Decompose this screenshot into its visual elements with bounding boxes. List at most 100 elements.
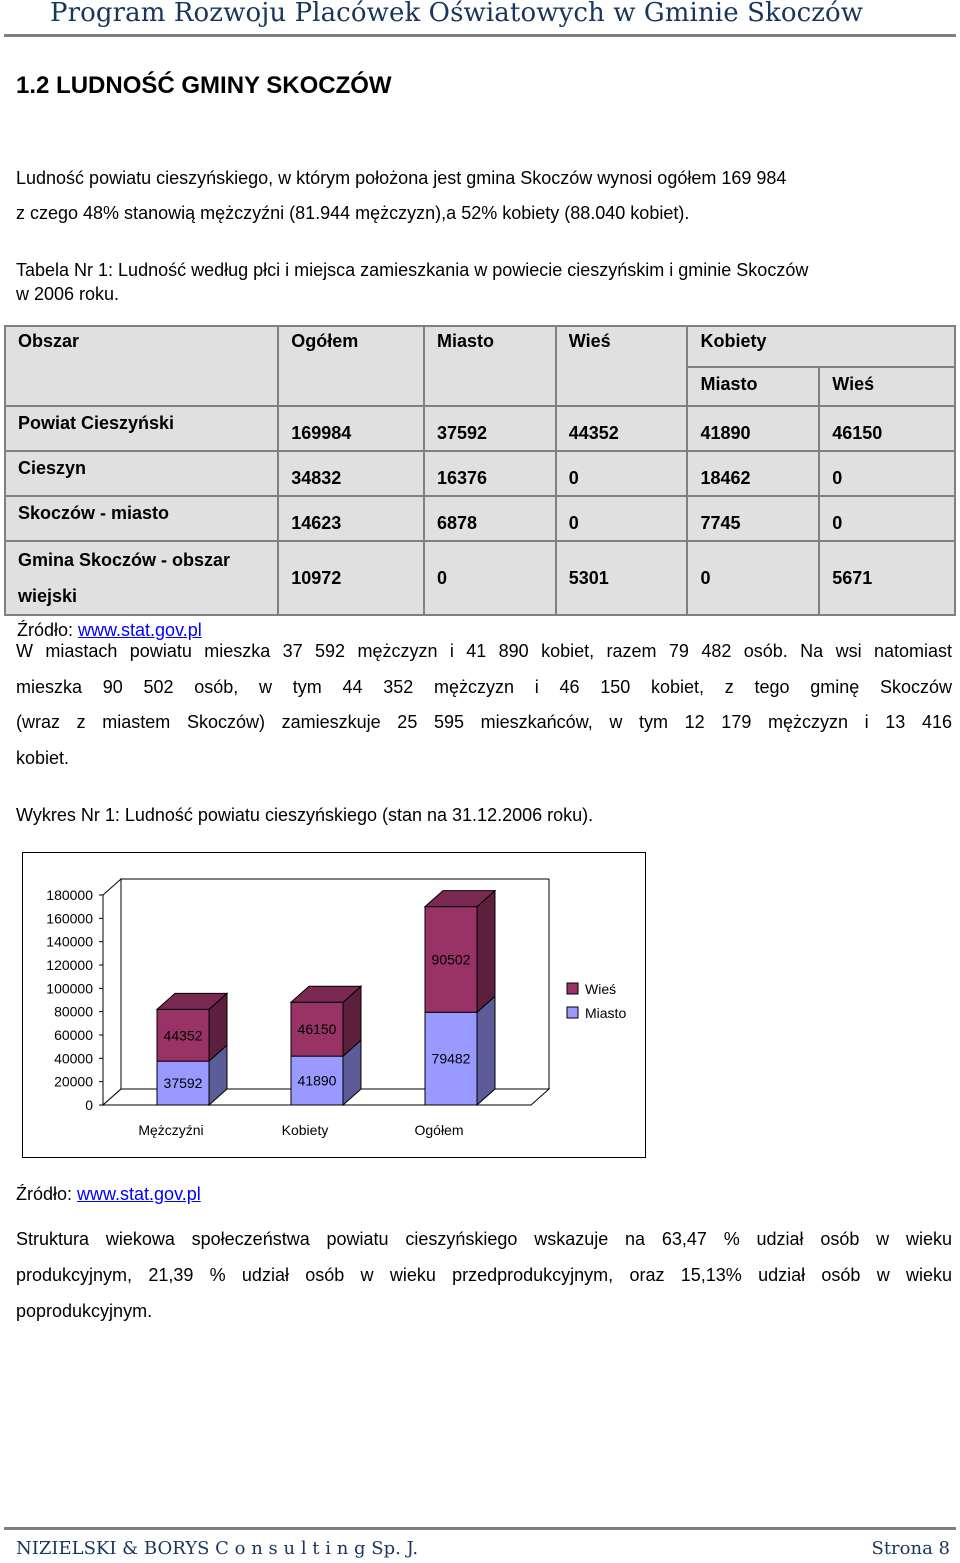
bar-front-miasto (290, 1055, 344, 1106)
para2-line-3: (wraz z miastem Skoczów) zamieszkuje 25 … (16, 712, 952, 732)
y-tick-label: 120000 (46, 957, 93, 973)
th-women-village: Wieś (818, 366, 956, 407)
population-chart: 0 20000 40000 60000 80000 100000 120000 140000 1… (46, 877, 626, 1138)
y-tick-label: 140000 (46, 934, 93, 950)
bar-data-label: 90502 (432, 951, 471, 967)
cell-women-village: 0 (818, 450, 956, 497)
bar-front-wieś (290, 1001, 344, 1057)
table-caption-line-2: w 2006 roku. (16, 284, 120, 304)
legend-swatch-wieś (566, 982, 579, 995)
chart-caption: Wykres Nr 1: Ludność powiatu cieszyńskie… (16, 805, 594, 825)
cell-women-city: 0 (686, 540, 821, 616)
bar-data-label: 46150 (298, 1021, 337, 1037)
header-rule (4, 34, 956, 37)
cell-village: 0 (554, 495, 689, 542)
population-table: Obszar Ogółem Miasto Wieś Kobiety Miasto… (3, 325, 956, 646)
x-category-label: Kobiety (282, 1122, 329, 1138)
y-tick-label: 0 (85, 1097, 93, 1113)
table-caption-line-1: Tabela Nr 1: Ludność według płci i miejs… (16, 260, 809, 280)
th-total: Ogółem (277, 325, 425, 407)
cell-women-village: 5671 (818, 540, 956, 616)
y-tick-label: 160000 (46, 910, 93, 926)
intro-line-1: Ludność powiatu cieszyńskiego, w którym … (16, 168, 787, 188)
chart-source: Źródło: www.stat.gov.pl (16, 1184, 201, 1205)
table-header-row: Obszar Ogółem Miasto Wieś Kobiety (3, 325, 956, 407)
table-subheader-row: Miasto Wieś (5, 366, 956, 407)
cell-village: 0 (554, 450, 689, 497)
cell-women-city: 7745 (686, 495, 821, 542)
para2-line-1a: W miastach powiatu mieszka 37 592 mężczy… (16, 641, 788, 661)
legend-swatch-miasto (566, 1006, 579, 1019)
para2-line-4: kobiet. (16, 748, 70, 768)
cell-women-village: 46150 (818, 405, 956, 452)
bar-data-label: 41890 (298, 1073, 337, 1089)
footer-page-number: Strona 8 (871, 1538, 950, 1559)
table-source-label: Źródło: (17, 620, 79, 640)
cell-area: Skoczów - miasto (3, 495, 280, 542)
y-tick-label: 100000 (46, 980, 93, 996)
th-women-city: Miasto (686, 366, 821, 407)
para2-line-1b: Na wsi natomiast (787, 641, 952, 661)
legend-label: Wieś (585, 981, 616, 997)
bar-front-miasto (424, 1011, 478, 1106)
cell-women-city: 41890 (686, 405, 821, 452)
bar-front-wieś (424, 906, 478, 1013)
th-women: Kobiety (686, 325, 956, 368)
cell-total: 34832 (277, 450, 425, 497)
chart-frame: 0 20000 40000 60000 80000 100000 120000 140000 1… (22, 852, 646, 1158)
cell-city: 37592 (422, 405, 557, 452)
para3-line-3: poprodukcyjnym. (16, 1301, 153, 1321)
table-row: Gmina Skoczów - obszar wiejski 10972 0 53… (3, 540, 956, 616)
cell-total: 169984 (277, 405, 425, 452)
section-heading: 1.2 LUDNOŚĆ GMINY SKOCZÓW (16, 72, 392, 99)
table-row: Cieszyn 34832 16376 0 18462 0 (3, 450, 956, 497)
x-category-label: Mężczyźni (138, 1122, 203, 1138)
cell-total: 10972 (277, 540, 425, 616)
cell-area-line-2: wiejski (18, 586, 78, 606)
bar-data-label: 79482 (432, 1051, 471, 1067)
para2-line-1: W miastach powiatu mieszka 37 592 mężczy… (16, 641, 952, 662)
cell-area-line-1: Gmina Skoczów - obszar (18, 550, 231, 570)
table-row: Powiat Cieszyński 169984 37592 44352 418… (3, 405, 956, 452)
table-source-row: Źródło: www.stat.gov.pl (5, 615, 955, 646)
para3-line-2: produkcyjnym, 21,39 % udział osób w wiek… (16, 1265, 952, 1285)
chart-source-label: Źródło: (16, 1184, 78, 1204)
bar-top-wieś (155, 992, 229, 1010)
bar-front-miasto (156, 1060, 210, 1106)
table-source: Źródło: www.stat.gov.pl (5, 615, 955, 646)
intro-line-2: z czego 48% stanowią mężczyźni (81.944 m… (16, 203, 690, 223)
table-source-link[interactable]: www.stat.gov.pl (78, 620, 202, 640)
cell-city: 6878 (422, 495, 557, 542)
bar-data-label: 44352 (164, 1027, 203, 1043)
y-tick-label: 80000 (54, 1004, 93, 1020)
para2-line-2: mieszka 90 502 osób, w tym 44 352 mężczy… (16, 677, 952, 697)
cell-village: 44352 (554, 405, 689, 452)
cell-total: 14623 (277, 495, 425, 542)
y-tick-label: 180000 (46, 887, 93, 903)
cell-city: 0 (422, 540, 557, 616)
y-tick-label: 40000 (54, 1050, 93, 1066)
bar-top-wieś (423, 890, 497, 908)
page-header: Program Rozwoju Placówek Oświatowych w G… (0, 0, 960, 40)
y-tick-label: 20000 (54, 1074, 93, 1090)
bar-side-miasto (476, 995, 496, 1107)
th-area: Obszar (3, 325, 280, 407)
header-title: Program Rozwoju Placówek Oświatowych w G… (50, 0, 864, 28)
bar-top-wieś (289, 985, 363, 1003)
bar-data-label: 37592 (164, 1075, 203, 1091)
footer-rule (4, 1527, 956, 1530)
para3-line-1: Struktura wiekowa społeczeństwa powiatu … (16, 1229, 952, 1249)
cell-area: Cieszyn (3, 450, 280, 497)
th-village: Wieś (554, 325, 689, 407)
chart-source-link[interactable]: www.stat.gov.pl (77, 1184, 201, 1204)
cell-women-village: 0 (818, 495, 956, 542)
cell-area: Powiat Cieszyński (3, 405, 280, 452)
legend-label: Miasto (585, 1005, 626, 1021)
y-tick-label: 60000 (54, 1027, 93, 1043)
cell-area: Gmina Skoczów - obszar wiejski (3, 540, 280, 616)
cell-city: 16376 (422, 450, 557, 497)
footer-company: NIZIELSKI & BORYS C o n s u l t i n g Sp… (16, 1538, 419, 1559)
bar-side-wieś (476, 889, 496, 1014)
cell-women-city: 18462 (686, 450, 821, 497)
chart-side-wall (102, 877, 122, 1107)
